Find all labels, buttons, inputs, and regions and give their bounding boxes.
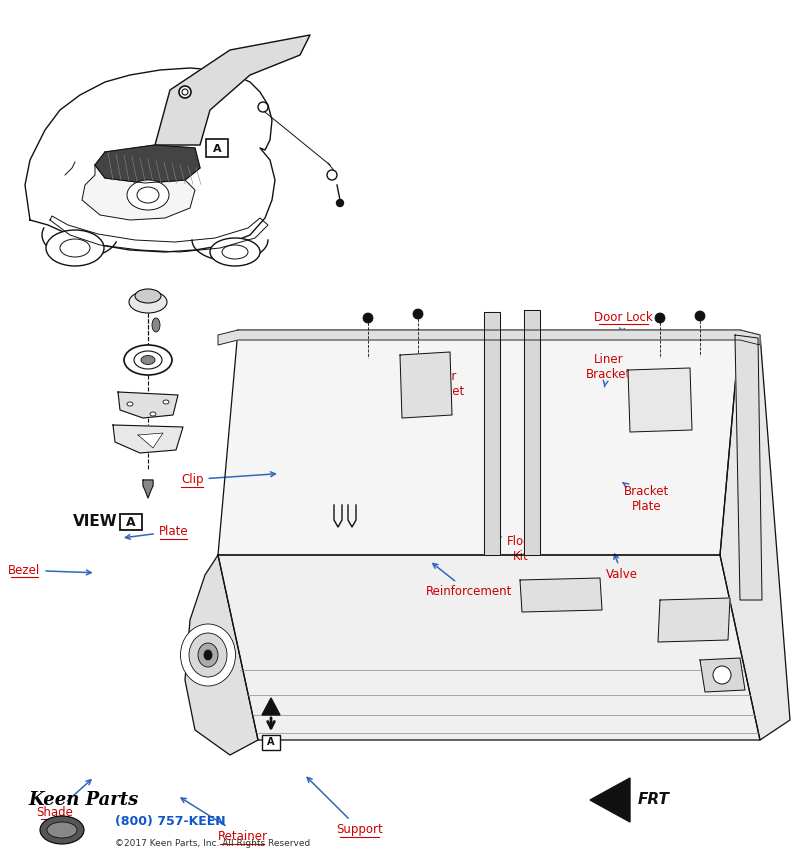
- Polygon shape: [218, 330, 740, 555]
- Ellipse shape: [150, 412, 156, 416]
- Text: Bezel: Bezel: [8, 563, 91, 577]
- Ellipse shape: [141, 355, 155, 365]
- Text: Bracket
Plate: Bracket Plate: [623, 483, 669, 513]
- Ellipse shape: [137, 187, 159, 203]
- Ellipse shape: [46, 230, 104, 266]
- Text: FRT: FRT: [638, 792, 670, 808]
- Text: Keen Parts: Keen Parts: [28, 791, 138, 809]
- Ellipse shape: [210, 238, 260, 266]
- Ellipse shape: [40, 816, 84, 844]
- Ellipse shape: [327, 170, 337, 180]
- Ellipse shape: [222, 245, 248, 259]
- Ellipse shape: [336, 200, 343, 206]
- Text: A: A: [267, 737, 275, 747]
- Ellipse shape: [124, 345, 172, 375]
- Polygon shape: [590, 778, 630, 822]
- Polygon shape: [113, 425, 183, 453]
- Text: Door
Bracket: Door Bracket: [420, 371, 465, 406]
- Ellipse shape: [655, 313, 665, 323]
- Text: ©2017 Keen Parts, Inc. All Rights Reserved: ©2017 Keen Parts, Inc. All Rights Reserv…: [115, 838, 310, 848]
- Text: Valve: Valve: [606, 554, 638, 581]
- Ellipse shape: [363, 313, 373, 323]
- Polygon shape: [138, 433, 163, 448]
- Text: Liner
Bracket: Liner Bracket: [586, 353, 631, 387]
- Polygon shape: [218, 330, 760, 345]
- Ellipse shape: [60, 239, 90, 257]
- Polygon shape: [520, 578, 602, 612]
- Ellipse shape: [163, 400, 169, 404]
- Text: (800) 757-KEEN: (800) 757-KEEN: [115, 816, 225, 829]
- Ellipse shape: [204, 650, 212, 660]
- Polygon shape: [628, 368, 692, 432]
- Text: Retainer: Retainer: [181, 798, 267, 843]
- FancyBboxPatch shape: [206, 139, 228, 157]
- Ellipse shape: [127, 402, 133, 406]
- Polygon shape: [735, 335, 762, 600]
- Polygon shape: [484, 312, 500, 555]
- Polygon shape: [95, 145, 200, 183]
- Ellipse shape: [127, 180, 169, 210]
- Ellipse shape: [189, 633, 227, 677]
- Ellipse shape: [713, 666, 731, 684]
- Text: Plate: Plate: [125, 524, 188, 539]
- Polygon shape: [262, 698, 280, 715]
- Ellipse shape: [129, 291, 167, 313]
- Ellipse shape: [47, 822, 77, 838]
- Ellipse shape: [182, 89, 188, 95]
- Polygon shape: [720, 330, 790, 740]
- Ellipse shape: [413, 309, 423, 319]
- FancyBboxPatch shape: [262, 735, 280, 750]
- Polygon shape: [185, 555, 258, 755]
- Ellipse shape: [135, 289, 161, 303]
- Polygon shape: [155, 35, 310, 145]
- Polygon shape: [118, 392, 178, 418]
- Polygon shape: [25, 68, 275, 252]
- Ellipse shape: [695, 311, 705, 321]
- Ellipse shape: [179, 86, 191, 98]
- Text: A: A: [213, 144, 221, 154]
- Polygon shape: [700, 658, 745, 692]
- Ellipse shape: [258, 102, 268, 112]
- Text: Floor
Kit: Floor Kit: [490, 530, 536, 562]
- Polygon shape: [82, 165, 195, 220]
- Polygon shape: [143, 480, 153, 498]
- Ellipse shape: [180, 624, 235, 686]
- Text: A: A: [126, 516, 136, 529]
- Polygon shape: [218, 555, 760, 740]
- Text: Reinforcement: Reinforcement: [426, 563, 511, 599]
- Polygon shape: [658, 598, 730, 642]
- Polygon shape: [400, 352, 452, 418]
- Text: Clip: Clip: [181, 472, 276, 486]
- Polygon shape: [524, 310, 540, 555]
- Ellipse shape: [152, 318, 160, 332]
- Text: Support: Support: [307, 778, 383, 836]
- Text: Shade: Shade: [36, 780, 91, 819]
- Ellipse shape: [198, 643, 218, 667]
- Text: Door Lock: Door Lock: [595, 310, 653, 333]
- Text: VIEW: VIEW: [74, 514, 118, 530]
- Ellipse shape: [134, 351, 162, 369]
- FancyBboxPatch shape: [120, 514, 142, 530]
